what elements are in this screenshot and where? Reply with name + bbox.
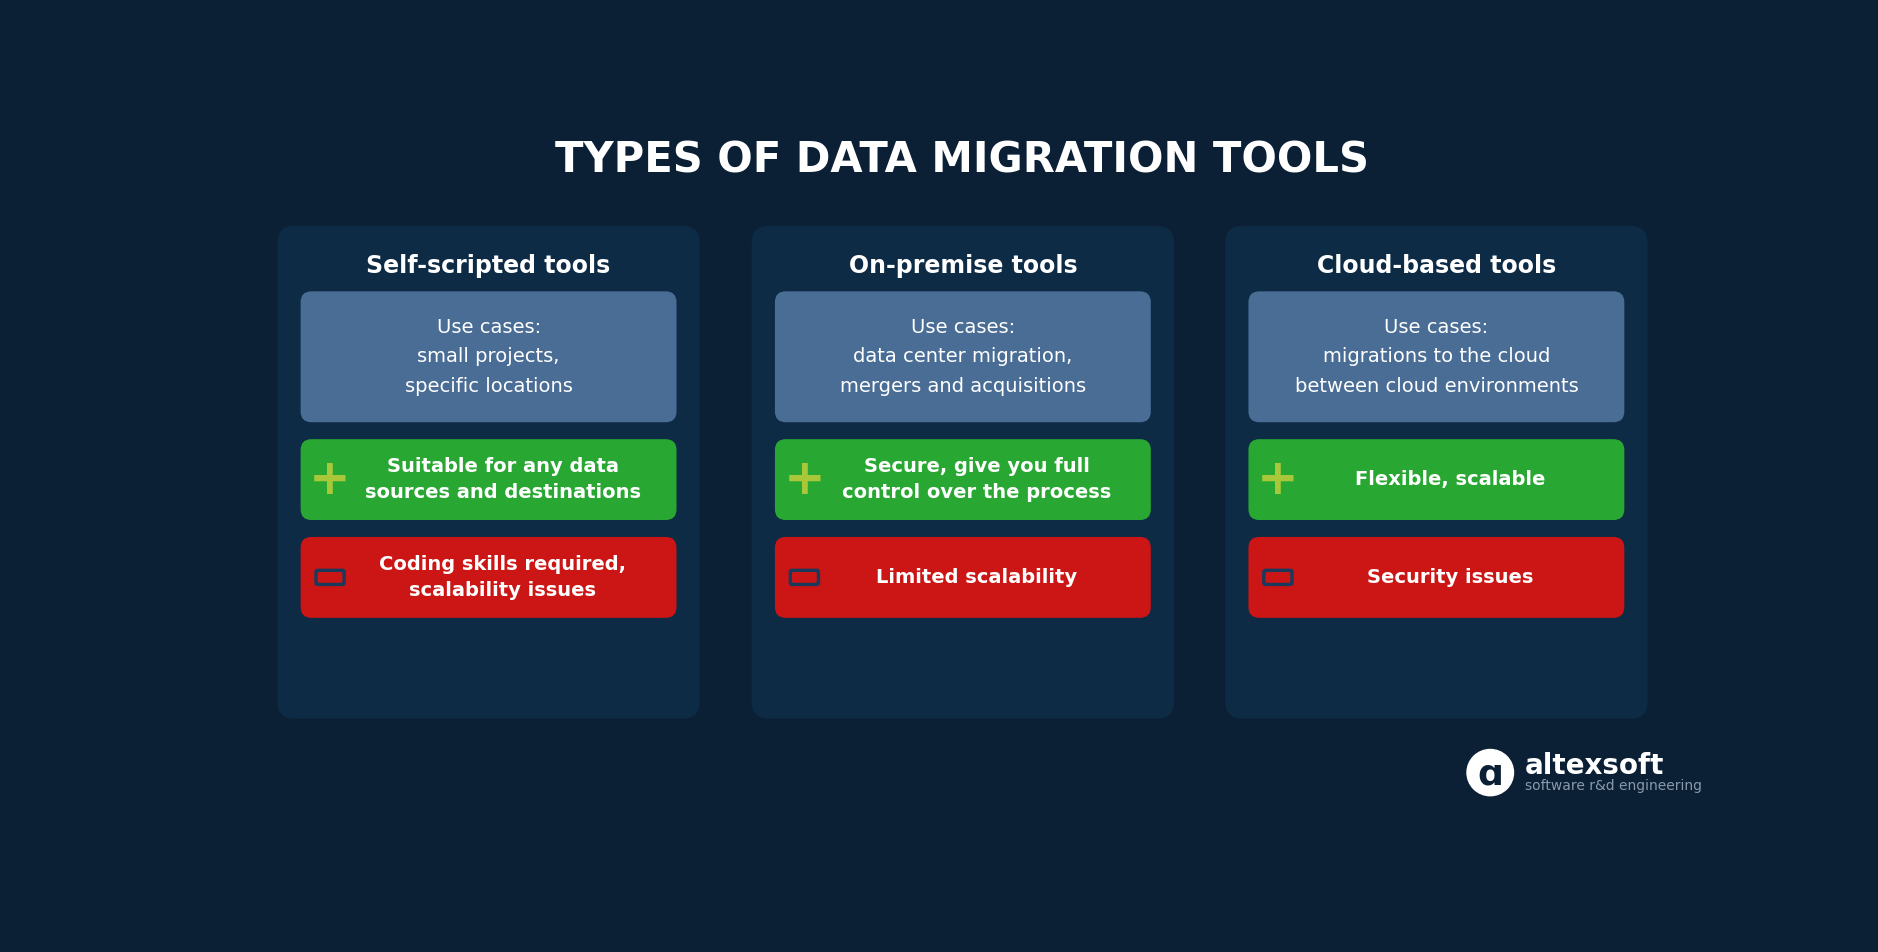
Circle shape bbox=[1467, 749, 1514, 796]
FancyBboxPatch shape bbox=[789, 569, 819, 585]
Text: altexsoft: altexsoft bbox=[1525, 752, 1664, 781]
FancyBboxPatch shape bbox=[317, 572, 342, 583]
Text: Flexible, scalable: Flexible, scalable bbox=[1356, 470, 1546, 489]
FancyBboxPatch shape bbox=[278, 226, 700, 719]
FancyBboxPatch shape bbox=[316, 569, 346, 585]
Text: Self-scripted tools: Self-scripted tools bbox=[366, 254, 610, 278]
Text: Security issues: Security issues bbox=[1367, 568, 1534, 586]
Text: +: + bbox=[310, 456, 351, 504]
Text: software r&d engineering: software r&d engineering bbox=[1525, 780, 1701, 793]
FancyBboxPatch shape bbox=[776, 537, 1151, 618]
FancyBboxPatch shape bbox=[751, 226, 1174, 719]
Text: +: + bbox=[1256, 456, 1300, 504]
Text: TYPES OF DATA MIGRATION TOOLS: TYPES OF DATA MIGRATION TOOLS bbox=[556, 139, 1369, 182]
FancyBboxPatch shape bbox=[300, 291, 676, 423]
FancyBboxPatch shape bbox=[1249, 439, 1624, 520]
FancyBboxPatch shape bbox=[1249, 537, 1624, 618]
FancyBboxPatch shape bbox=[1266, 572, 1290, 583]
Text: +: + bbox=[783, 456, 824, 504]
FancyBboxPatch shape bbox=[793, 572, 817, 583]
FancyBboxPatch shape bbox=[300, 439, 676, 520]
Text: Suitable for any data
sources and destinations: Suitable for any data sources and destin… bbox=[364, 457, 640, 503]
Text: Use cases:
data center migration,
mergers and acquisitions: Use cases: data center migration, merger… bbox=[839, 318, 1085, 396]
Text: Secure, give you full
control over the process: Secure, give you full control over the p… bbox=[841, 457, 1112, 503]
Text: ɑ: ɑ bbox=[1478, 757, 1502, 791]
FancyBboxPatch shape bbox=[300, 537, 676, 618]
FancyBboxPatch shape bbox=[1224, 226, 1647, 719]
FancyBboxPatch shape bbox=[1264, 569, 1292, 585]
Text: On-premise tools: On-premise tools bbox=[849, 254, 1078, 278]
Text: Limited scalability: Limited scalability bbox=[877, 568, 1078, 586]
FancyBboxPatch shape bbox=[776, 291, 1151, 423]
Text: Cloud-based tools: Cloud-based tools bbox=[1316, 254, 1557, 278]
Text: Coding skills required,
scalability issues: Coding skills required, scalability issu… bbox=[379, 555, 625, 600]
Text: Use cases:
small projects,
specific locations: Use cases: small projects, specific loca… bbox=[404, 318, 573, 396]
FancyBboxPatch shape bbox=[1249, 291, 1624, 423]
FancyBboxPatch shape bbox=[776, 439, 1151, 520]
Text: Use cases:
migrations to the cloud
between cloud environments: Use cases: migrations to the cloud betwe… bbox=[1294, 318, 1578, 396]
